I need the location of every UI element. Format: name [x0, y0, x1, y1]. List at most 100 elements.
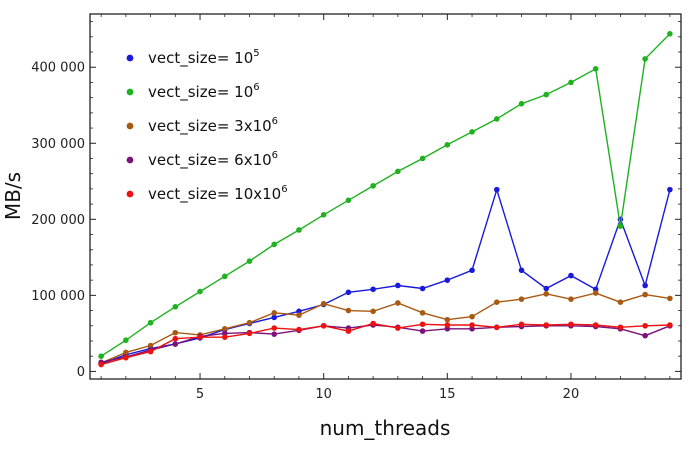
y-axis-title: MB/s — [1, 172, 25, 220]
data-point — [518, 267, 525, 274]
data-point — [271, 314, 278, 321]
data-point — [469, 267, 475, 274]
data-point — [221, 273, 228, 280]
legend-marker — [126, 122, 134, 130]
data-point — [642, 56, 648, 62]
data-point — [518, 321, 525, 328]
legend-label-exponent: 5 — [253, 48, 259, 59]
legend-label: vect_size= 3x106 — [148, 116, 278, 136]
data-point — [345, 307, 352, 314]
data-point — [246, 319, 253, 326]
series-2 — [98, 30, 673, 359]
data-point — [98, 361, 104, 368]
data-point — [197, 288, 203, 295]
data-point — [370, 286, 376, 293]
legend-label-exponent: 6 — [253, 82, 259, 93]
legend-label-main: vect_size= 6x10 — [148, 151, 272, 170]
data-point — [493, 299, 500, 305]
data-point — [147, 319, 154, 326]
data-point — [493, 324, 500, 331]
series-line — [100, 324, 671, 363]
data-point — [271, 331, 278, 337]
series-5 — [98, 320, 673, 368]
data-point — [543, 285, 550, 292]
data-point — [667, 30, 673, 37]
series-3 — [98, 290, 673, 366]
legend-item: vect_size= 3x106 — [126, 116, 278, 136]
legend-label: vect_size= 6x106 — [148, 150, 278, 170]
data-point — [395, 300, 401, 306]
x-axis-title: num_threads — [320, 416, 451, 440]
data-point — [246, 258, 253, 264]
legend-label-exponent: 6 — [272, 116, 278, 127]
y-tick-label: 0 — [77, 365, 85, 380]
data-point — [642, 332, 648, 339]
data-point — [592, 290, 599, 296]
data-point — [370, 308, 376, 315]
x-tick-label: 20 — [563, 387, 580, 402]
data-point — [172, 303, 179, 310]
data-point — [98, 353, 104, 359]
data-point — [617, 223, 624, 229]
series-line — [100, 187, 671, 365]
data-point — [543, 322, 550, 328]
data-point — [444, 316, 451, 323]
data-point — [642, 291, 648, 298]
legend-item: vect_size= 105 — [126, 48, 260, 68]
data-point — [345, 289, 352, 296]
legend-marker — [126, 190, 134, 198]
data-point — [469, 129, 475, 135]
data-point — [172, 329, 179, 336]
data-point — [518, 100, 525, 107]
legend-marker — [126, 54, 134, 62]
data-point — [296, 312, 302, 318]
data-point — [642, 322, 648, 329]
data-point — [395, 325, 401, 331]
series-1 — [98, 186, 673, 367]
data-point — [469, 322, 475, 328]
data-point — [419, 285, 426, 292]
data-point — [345, 197, 352, 204]
x-tick-label: 15 — [439, 387, 456, 402]
data-point — [568, 272, 574, 279]
series-4 — [98, 322, 673, 366]
y-tick-label: 200 000 — [31, 213, 85, 228]
legend-label: vect_size= 105 — [148, 48, 260, 68]
legend-label-main: vect_size= 3x10 — [148, 117, 272, 136]
x-tick-label: 5 — [196, 387, 204, 402]
data-point — [493, 116, 500, 122]
legend-item: vect_size= 6x106 — [126, 150, 278, 170]
data-point — [320, 300, 327, 307]
data-point — [320, 211, 327, 218]
data-point — [419, 155, 426, 162]
data-point — [592, 65, 599, 72]
data-point — [543, 91, 550, 98]
data-point — [370, 320, 376, 327]
data-point — [493, 186, 500, 193]
data-point — [395, 168, 401, 175]
data-point — [172, 341, 179, 347]
data-point — [271, 325, 278, 331]
series-layer — [98, 30, 673, 368]
data-point — [123, 349, 129, 356]
data-point — [246, 330, 253, 337]
data-point — [147, 348, 154, 355]
data-point — [419, 310, 426, 316]
data-point — [221, 326, 228, 332]
data-point — [320, 322, 327, 329]
y-tick-label: 100 000 — [31, 289, 85, 304]
data-point — [271, 241, 278, 248]
data-point — [395, 282, 401, 289]
data-point — [469, 313, 475, 320]
series-line — [100, 292, 671, 364]
data-point — [667, 322, 673, 328]
legend-marker — [126, 156, 134, 164]
data-point — [370, 183, 376, 189]
legend-label-main: vect_size= 10x10 — [148, 185, 281, 204]
legend-label: vect_size= 10x106 — [148, 184, 288, 204]
data-point — [617, 299, 624, 305]
x-tick-label: 10 — [315, 387, 332, 402]
